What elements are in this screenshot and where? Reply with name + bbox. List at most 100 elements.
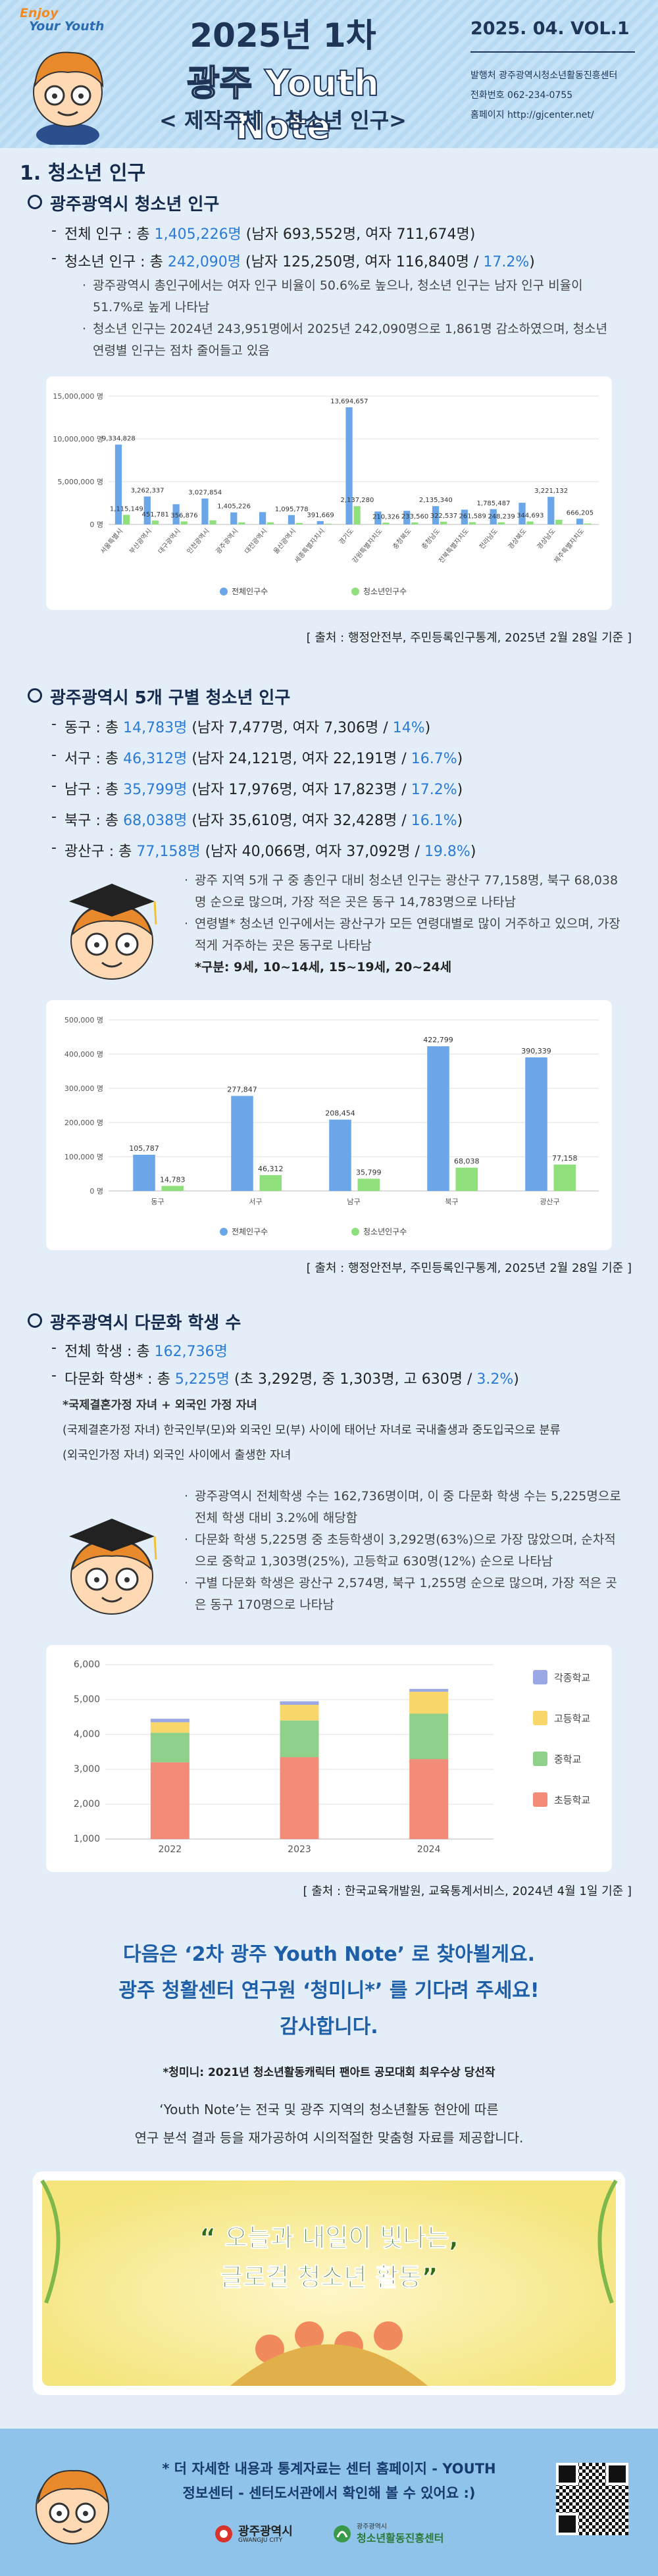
bar [151, 520, 159, 524]
highlight-text: 68,038명 [123, 813, 188, 829]
footer-text: * 더 자세한 내용과 통계자료는 센터 홈페이지 - YOUTH [162, 2461, 496, 2477]
y-tick-label: 0 명 [89, 520, 103, 529]
bar-segment [150, 1762, 190, 1839]
bar [432, 506, 440, 524]
text: 청소년 인구 : 총 [64, 254, 168, 270]
y-tick-label: 4,000 [74, 1729, 100, 1740]
highlight-text: 5,225명 [174, 1371, 230, 1388]
topic-title: 광주광역시 5개 구별 청소년 인구 [28, 684, 290, 709]
bar [122, 515, 130, 524]
bar-segment [409, 1713, 449, 1759]
x-tick-label: 북구 [445, 1198, 458, 1206]
header: Enjoy Your Youth 2025년 1차 광주 Youth Note <… [0, 0, 658, 148]
highlight-text: 242,090명 [167, 254, 241, 270]
bar [230, 512, 238, 524]
topic-title: 광주광역시 청소년 인구 [28, 191, 219, 215]
bar [519, 503, 526, 524]
bar [353, 506, 361, 524]
highlight-text: 17.2% [483, 254, 530, 270]
x-tick-label: 남구 [347, 1198, 360, 1206]
x-tick-label: 부산광역시 [128, 527, 153, 555]
publisher: 홈페이지 http://gjcenter.net/ [470, 110, 594, 120]
bar [403, 511, 411, 524]
x-tick-label: 경상남도 [535, 527, 557, 551]
bullet: 청소년 인구 : 총 242,090명 (남자 125,250명, 여자 116… [51, 250, 535, 271]
text: (남자 17,976명, 여자 17,823명 / [187, 782, 411, 798]
text: ) [457, 782, 463, 798]
bar-segment [280, 1701, 319, 1705]
bar [316, 520, 324, 524]
highlight-text: 16.7% [411, 751, 457, 767]
value-label: 13,694,657 [330, 398, 368, 405]
bar [455, 1167, 478, 1191]
text: 광산구 : 총 [64, 844, 137, 860]
note: 청소년 인구는 2024년 243,951명에서 2025년 242,090명으… [82, 318, 622, 362]
highlight-text: 3.2% [476, 1371, 514, 1388]
y-tick-label: 5,000,000 명 [57, 478, 103, 486]
y-tick-label: 15,000,000 명 [53, 392, 103, 401]
subtitle: < 제작주체 : 청소년 인구> [159, 108, 407, 133]
value-label: 35,799 [356, 1168, 382, 1176]
text: (남자 24,121명, 여자 22,191명 / [187, 751, 411, 767]
closing-line: 다음은 ‘2차 광주 Youth Note’ 로 찾아뵐게요. [123, 1943, 535, 1966]
legend-swatch [533, 1670, 547, 1684]
bar [382, 522, 390, 524]
notes: 광주 지역 5개 구 중 총인구 대비 청소년 인구는 광산구 77,158명,… [184, 870, 625, 978]
value-label: 344,693 [517, 513, 544, 520]
text: 남구 : 총 [64, 782, 124, 798]
text: 전체 학생 : 총 [64, 1344, 155, 1360]
legend-swatch [220, 588, 228, 595]
x-tick-label: 세종특별자치시 [293, 527, 326, 565]
description: 연구 분석 결과 등을 재가공하여 시의적절한 맞춤형 자료를 제공합니다. [134, 2130, 524, 2146]
x-tick-label: 제주특별자치도 [553, 527, 586, 565]
logo-text: Your Youth [29, 19, 105, 34]
highlight-text: 1,405,226명 [154, 226, 241, 243]
legend-label: 전체인구수 [232, 1227, 268, 1236]
logo-sub: GWANGJU CITY [238, 2537, 283, 2544]
y-tick-label: 2,000 [74, 1799, 100, 1809]
source: [ 출처 : 한국교육개발원, 교육통계서비스, 2024년 4월 1일 기준 … [303, 1884, 632, 1898]
value-label: 3,262,337 [131, 488, 164, 495]
bar [238, 522, 245, 524]
bar [427, 1046, 449, 1191]
x-tick-label: 동구 [151, 1198, 164, 1206]
bullet: 북구 : 총 68,038명 (남자 35,610명, 여자 32,428명 /… [51, 809, 463, 830]
bar-segment [280, 1720, 319, 1757]
y-tick-label: 6,000 [74, 1659, 100, 1670]
text: (남자 7,477명, 여자 7,306명 / [187, 720, 393, 736]
x-tick-label: 충청북도 [392, 527, 413, 551]
highlight-text: 46,312명 [123, 751, 188, 767]
notes: 광주광역시 총인구에서는 여자 인구 비율이 50.6%로 높으나, 청소년 인… [82, 275, 622, 362]
description: ‘Youth Note’는 전국 및 광주 지역의 청소년활동 현안에 따른 [159, 2102, 499, 2117]
note: 연령별* 청소년 인구에서는 광산구가 모든 연령대별로 많이 거주하고 있으며… [184, 913, 625, 957]
x-tick-label: 울산광역시 [272, 527, 297, 555]
x-tick-label: 광산구 [540, 1198, 559, 1206]
text: (남자 40,066명, 여자 37,092명 / [200, 844, 424, 860]
bar [267, 522, 274, 524]
character [36, 2469, 109, 2544]
qr-code [556, 2463, 628, 2535]
closing-line: 감사합니다. [280, 2015, 378, 2038]
edition: 2025년 1차 [190, 16, 376, 55]
note-footnote: *구분: 9세, 10~14세, 15~19세, 20~24세 [195, 960, 452, 974]
character [69, 884, 157, 980]
bar [526, 521, 534, 524]
bar-segment [409, 1692, 449, 1714]
note: 광주광역시 전체학생 수는 162,736명이며, 이 중 다문화 학생 수는 … [184, 1486, 625, 1529]
text: 전체 인구 : 총 [64, 226, 155, 243]
y-tick-label: 400,000 명 [64, 1050, 103, 1059]
legend-swatch [533, 1711, 547, 1725]
value-label: 322,537 [430, 513, 457, 520]
divider [470, 51, 635, 53]
x-tick-label: 광주광역시 [215, 527, 240, 555]
logo-name: 광주광역시 [238, 2525, 293, 2538]
note: 광주 지역 5개 구 중 총인구 대비 청소년 인구는 광산구 77,158명,… [184, 870, 625, 913]
bar-segment [150, 1719, 190, 1723]
bar-segment [150, 1722, 190, 1733]
bullet: 서구 : 총 46,312명 (남자 24,121명, 여자 22,191명 /… [51, 747, 463, 768]
bar [468, 522, 476, 524]
text: 다문화 학생* : 총 [64, 1371, 175, 1388]
bar [374, 511, 382, 524]
text: ) [424, 720, 431, 736]
